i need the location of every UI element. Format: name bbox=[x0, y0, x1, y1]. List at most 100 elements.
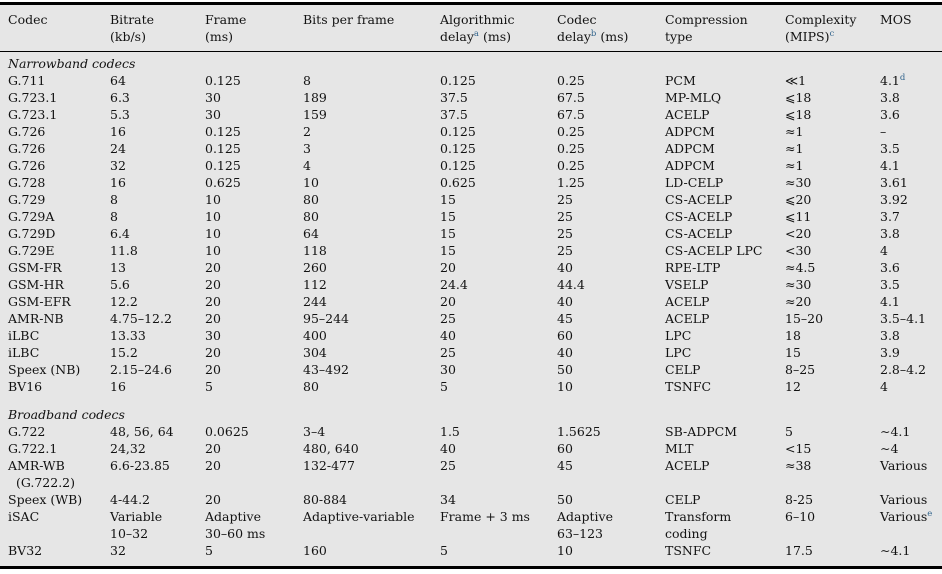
table-cell-codec-delay: 0.25 bbox=[557, 124, 585, 139]
table-cell-codec: GSM-FR bbox=[8, 260, 62, 275]
table-cell-bitrate: 11.8 bbox=[110, 243, 138, 258]
table-cell-codec-delay: 40 bbox=[557, 294, 573, 309]
table-cell-bitrate: 5.6 bbox=[110, 277, 130, 292]
table-row: BV32 32 5 160 5 10 TSNFC 17.5 ∼4.1 bbox=[0, 542, 942, 565]
table-cell-algorithmic-delay: 25 bbox=[440, 345, 456, 360]
table-cell-mos: 3.8 bbox=[880, 328, 900, 343]
table-cell-mos: 4.1 bbox=[880, 158, 900, 173]
table-row: G.729 8 10 80 15 25 CS-ACELP ⩽20 3.92 bbox=[0, 191, 942, 208]
table-cell-complexity: 12 bbox=[785, 379, 801, 394]
table-cell-bitrate: 6.6-23.85 bbox=[110, 458, 170, 473]
table-cell-bitrate: 15.2 bbox=[110, 345, 138, 360]
table-cell-compression-type: MLT bbox=[665, 441, 694, 456]
table-cell-mos: 4 bbox=[880, 379, 888, 394]
table-cell-codec: G.723.1 bbox=[8, 107, 58, 122]
table-cell-codec: iSAC bbox=[8, 509, 40, 524]
table-cell-compression-type: ACELP bbox=[665, 458, 710, 473]
table-row: G.726 24 0.125 3 0.125 0.25 ADPCM ≈1 3.5 bbox=[0, 140, 942, 157]
table-cell-bitrate: 24 bbox=[110, 141, 126, 156]
table-row: G.723.1 6.3 30 189 37.5 67.5 MP-MLQ ⩽18 3.8 bbox=[0, 89, 942, 106]
table-cell-compression-type: CS-ACELP bbox=[665, 192, 733, 207]
table-cell-bits-per-frame: 160 bbox=[303, 543, 327, 558]
section-label: Broadband codecs bbox=[8, 407, 125, 422]
table-cell-mos: 3.6 bbox=[880, 260, 900, 275]
table-cell-compression-type: ACELP bbox=[665, 107, 710, 122]
table-cell-frame: 20 bbox=[205, 260, 221, 275]
codec-comparison-table: Codec Bitrate (kb/s) Frame (ms) Bits per fram… bbox=[0, 5, 942, 566]
table-cell-codec: G.722 bbox=[8, 424, 46, 439]
table-row: G.722 48, 56, 64 0.0625 3–4 1.5 1.5625 SB-ADPC… bbox=[0, 423, 942, 440]
table-row: G.726 16 0.125 2 0.125 0.25 ADPCM ≈1 – bbox=[0, 123, 942, 140]
table-cell-bitrate: 16 bbox=[110, 379, 126, 394]
table-row: G.729E 11.8 10 118 15 25 CS-ACELP LPC <30 4 bbox=[0, 242, 942, 259]
table-cell-codec: BV16 bbox=[8, 379, 43, 394]
section-label: Narrowband codecs bbox=[8, 56, 136, 71]
table-cell-frame: 20 bbox=[205, 458, 221, 473]
table-cell-complexity: 18 bbox=[785, 328, 801, 343]
table-cell-algorithmic-delay: 15 bbox=[440, 209, 456, 224]
table-cell-complexity: <15 bbox=[785, 441, 812, 456]
table-cell-algorithmic-delay: 34 bbox=[440, 492, 456, 507]
table-cell-mos: 4 bbox=[880, 243, 888, 258]
table-cell-compression-type: TSNFC bbox=[665, 379, 712, 394]
table-cell-complexity: <20 bbox=[785, 226, 812, 241]
table-cell-bitrate: 12.2 bbox=[110, 294, 138, 309]
column-header-bits-per-frame: Bits per frame bbox=[303, 5, 440, 52]
table-cell-codec-delay: 10 bbox=[557, 543, 573, 558]
column-header-frame: Frame (ms) bbox=[205, 5, 303, 52]
table-cell-frame: 20 bbox=[205, 441, 221, 456]
table-cell-bitrate: 32 bbox=[110, 543, 126, 558]
table-cell-complexity: 8-25 bbox=[785, 492, 814, 507]
table-cell-codec-delay: 50 bbox=[557, 492, 573, 507]
table-cell-frame: 0.625 bbox=[205, 175, 241, 190]
table-cell-codec: G.729A bbox=[8, 209, 55, 224]
table-cell-algorithmic-delay: 0.125 bbox=[440, 158, 476, 173]
table-cell-bits-per-frame: 400 bbox=[303, 328, 327, 343]
section-row-broadband: Broadband codecs bbox=[0, 395, 942, 423]
table-cell-algorithmic-delay: 0.125 bbox=[440, 73, 476, 88]
table-cell-bitrate: 4-44.2 bbox=[110, 492, 151, 507]
table-cell-codec-delay: 40 bbox=[557, 345, 573, 360]
table-cell-complexity: ≈30 bbox=[785, 277, 812, 292]
table-cell-compression-type: PCM bbox=[665, 73, 696, 88]
table-cell-codec-delay: 67.5 bbox=[557, 107, 585, 122]
table-row: AMR-WB (G.722.2) 6.6-23.85 20 132-477 25 45 AC… bbox=[0, 457, 942, 491]
footnote-marker: b bbox=[590, 28, 597, 39]
table-cell-codec-delay: 25 bbox=[557, 209, 573, 224]
table-cell-compression-type: ADPCM bbox=[665, 124, 715, 139]
table-cell-complexity: ≈1 bbox=[785, 141, 804, 156]
table-cell-frame: 5 bbox=[205, 379, 213, 394]
table-cell-bitrate: 13.33 bbox=[110, 328, 146, 343]
table-row: GSM-FR 13 20 260 20 40 RPE-LTP ≈4.5 3.6 bbox=[0, 259, 942, 276]
table-cell-bits-per-frame: 43–492 bbox=[303, 362, 350, 377]
table-cell-algorithmic-delay: 15 bbox=[440, 243, 456, 258]
table-cell-algorithmic-delay: 20 bbox=[440, 294, 456, 309]
footnote-marker: d bbox=[899, 72, 906, 83]
table-cell-compression-type: ADPCM bbox=[665, 141, 715, 156]
table-cell-bits-per-frame: 189 bbox=[303, 90, 327, 105]
table-cell-algorithmic-delay: 40 bbox=[440, 441, 456, 456]
table-cell-bitrate: 32 bbox=[110, 158, 126, 173]
table-cell-mos: 3.61 bbox=[880, 175, 908, 190]
table-cell-complexity: ⩽20 bbox=[785, 192, 812, 207]
column-header-complexity: Complexity (MIPS)c bbox=[785, 5, 880, 52]
table-cell-codec: G.726 bbox=[8, 141, 46, 156]
column-header-algorithmic-delay: Algorithmic delaya (ms) bbox=[440, 5, 557, 52]
table-cell-compression-type: VSELP bbox=[665, 277, 709, 292]
table-cell-complexity: <30 bbox=[785, 243, 812, 258]
table-cell-frame: 20 bbox=[205, 362, 221, 377]
table-cell-algorithmic-delay: 25 bbox=[440, 458, 456, 473]
table-cell-codec-delay: 25 bbox=[557, 243, 573, 258]
table-row: iLBC 15.2 20 304 25 40 LPC 15 3.9 bbox=[0, 344, 942, 361]
table-cell-compression-type: Transform coding bbox=[665, 509, 732, 541]
table-cell-algorithmic-delay: 24.4 bbox=[440, 277, 468, 292]
table-cell-codec-delay: Adaptive 63–123 bbox=[557, 509, 613, 541]
table-cell-compression-type: CS-ACELP LPC bbox=[665, 243, 763, 258]
table-cell-bits-per-frame: 3 bbox=[303, 141, 311, 156]
table-cell-bits-per-frame: 304 bbox=[303, 345, 327, 360]
table-cell-complexity: ≈38 bbox=[785, 458, 812, 473]
column-header-bitrate: Bitrate (kb/s) bbox=[110, 5, 205, 52]
table-cell-codec-delay: 0.25 bbox=[557, 73, 585, 88]
table-cell-frame: 20 bbox=[205, 311, 221, 326]
